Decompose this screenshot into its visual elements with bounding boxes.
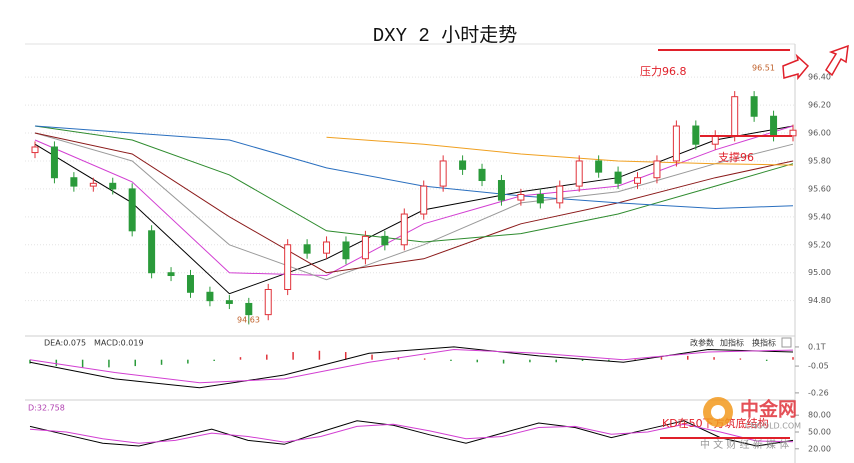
annotation: 94.63 (237, 316, 260, 325)
candle-body (128, 188, 136, 232)
plot-area: 96.40 96.20 96.00 95.80 95.60 95.40 95.20 95.00… (25, 73, 831, 453)
watermark-slogan: 中 文 财 经 新 媒 体 (700, 438, 789, 451)
candle-body (303, 244, 311, 254)
candle-body (653, 160, 661, 179)
button[interactable]: 换指标 (752, 338, 776, 348)
candle-body (478, 168, 486, 182)
candle-body (148, 230, 156, 274)
y-tick-label: 80.00 (808, 411, 831, 420)
candle-body (167, 272, 175, 277)
candle-body (789, 129, 797, 137)
y-tick-label: -0.26 (808, 388, 829, 397)
candle-body (400, 213, 408, 246)
y-tick-label: 95.80 (808, 156, 831, 165)
chart-title: DXY 2 小时走势 (373, 24, 517, 47)
y-tick-label: -0.05 (808, 362, 829, 371)
y-tick-label: 95.20 (808, 240, 831, 249)
candle-body (556, 185, 564, 204)
candle-body (536, 193, 544, 204)
y-tick-label: 95.60 (808, 184, 831, 193)
candle-body (381, 235, 389, 246)
line (29, 423, 794, 444)
candle-body (517, 193, 525, 201)
candle-body (323, 241, 331, 254)
arrow-icon (825, 44, 849, 77)
candle-body (420, 185, 428, 215)
arrow-icon (782, 53, 810, 81)
candle-body (634, 177, 642, 184)
close-button[interactable] (781, 337, 792, 348)
candle-body (264, 288, 272, 316)
candle-body (31, 146, 39, 154)
button[interactable]: 改参数 (690, 338, 714, 348)
candle-body (245, 302, 253, 316)
candle-body (50, 146, 58, 179)
candle-body (439, 160, 447, 187)
line (34, 132, 794, 274)
annotation: 压力96.8 (640, 65, 687, 78)
y-tick-label: 95.00 (808, 268, 831, 277)
candle-body (186, 275, 194, 293)
line (34, 132, 794, 281)
candle-body (497, 180, 505, 201)
y-tick-label: 0.1T (808, 342, 826, 351)
candle-body (614, 171, 622, 184)
y-tick-label: 96.40 (808, 73, 831, 82)
annotation: 96.51 (752, 64, 775, 73)
logo (711, 405, 725, 419)
y-tick-label: 96.20 (808, 101, 831, 110)
candle-body (225, 300, 233, 304)
candle-body (70, 177, 78, 187)
candle-body (459, 160, 467, 170)
candle-body (672, 125, 680, 162)
y-tick-label: 50.00 (808, 428, 831, 437)
indicator-label: D:32.758 (28, 404, 65, 413)
candle-body (711, 135, 719, 145)
candle-body (361, 235, 369, 260)
candle-body (770, 115, 778, 137)
line (34, 125, 794, 277)
watermark: 中金网 CNGOLD.COM 中 文 财 经 新 媒 体 (700, 397, 801, 451)
candle-body (206, 291, 214, 302)
candle-body (89, 182, 97, 187)
candle-body (731, 96, 739, 137)
y-tick-label: 96.00 (808, 129, 831, 138)
line (326, 136, 794, 166)
watermark-name: 中金网 (740, 398, 797, 421)
y-tick-label: 95.40 (808, 212, 831, 221)
candle-body (284, 244, 292, 290)
y-tick-label: 20.00 (808, 444, 831, 453)
annotation: 支撑96 (718, 150, 754, 164)
button[interactable]: 加指标 (720, 338, 744, 348)
candle-body (595, 160, 603, 173)
candle-body (342, 241, 350, 260)
candle-body (750, 96, 758, 117)
line (29, 348, 794, 384)
y-tick-label: 94.80 (808, 296, 831, 305)
indicator-label: DEA:0.075 (44, 339, 86, 348)
watermark-site: CNGOLD.COM (745, 422, 801, 431)
indicator-label: MACD:0.019 (94, 339, 144, 348)
candle-body (109, 182, 117, 190)
candle-body (692, 125, 700, 145)
line (29, 346, 794, 389)
line (34, 125, 794, 243)
candle-body (575, 160, 583, 187)
